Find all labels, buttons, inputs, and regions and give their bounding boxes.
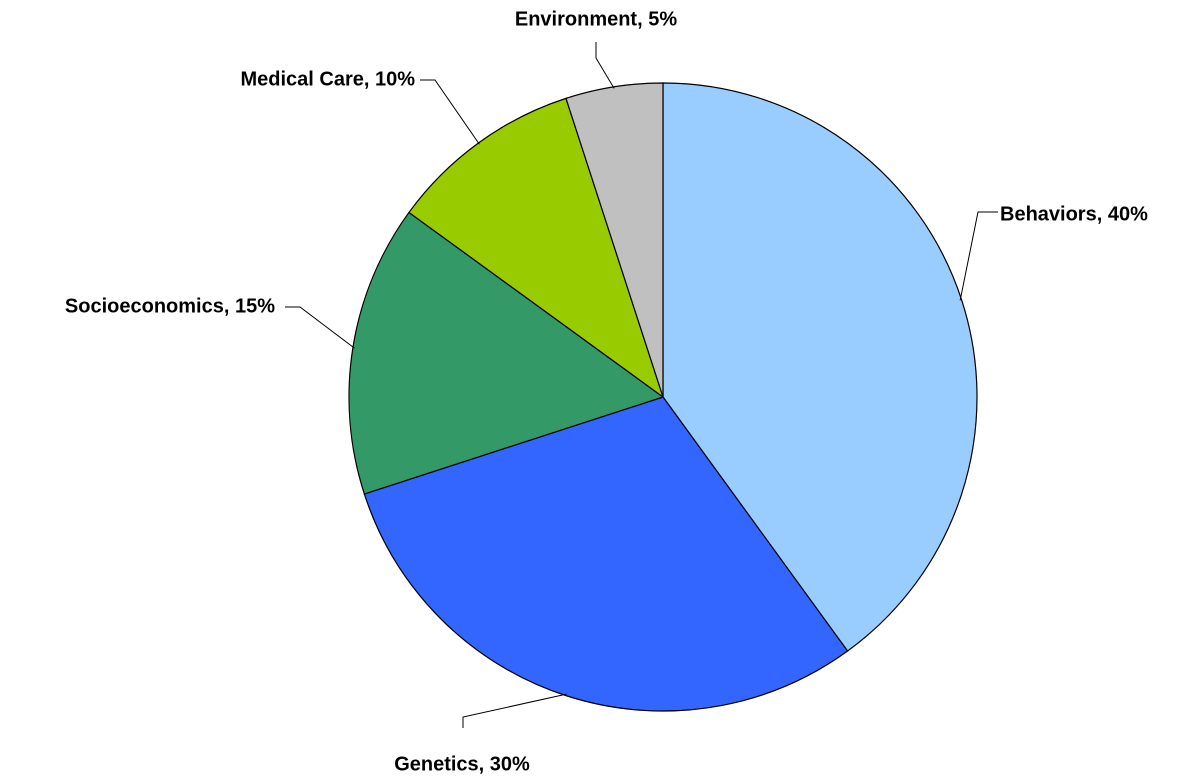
leader-line xyxy=(959,211,998,301)
pie-slice xyxy=(363,396,849,712)
data-label: Behaviors, 40% xyxy=(1000,203,1148,225)
pie-slice xyxy=(565,82,664,398)
leader-line xyxy=(285,306,355,349)
data-label: Medical Care, 10% xyxy=(240,68,415,90)
leader-line xyxy=(420,79,480,145)
leader-line xyxy=(595,42,615,89)
data-label: Socioeconomics, 15% xyxy=(65,295,275,317)
data-label: Genetics, 30% xyxy=(394,753,530,775)
pie-slice xyxy=(662,82,978,652)
data-label: Environment, 5% xyxy=(515,8,677,30)
pie-slice xyxy=(348,211,665,495)
leader-line xyxy=(462,693,567,728)
